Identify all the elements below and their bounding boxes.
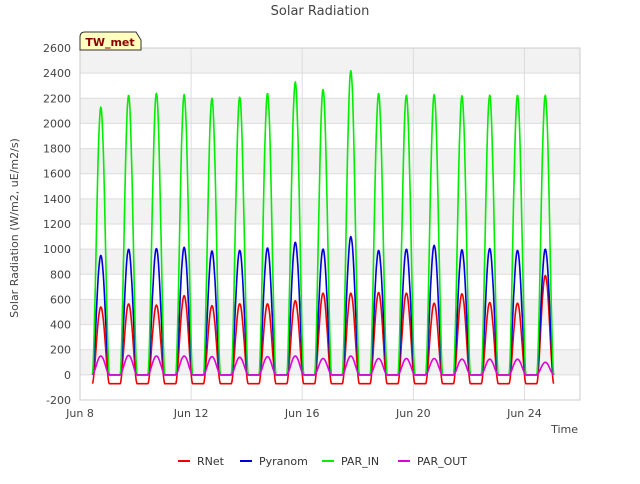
legend-item: Pyranom: [240, 455, 308, 468]
series-line-par-out: [91, 354, 555, 376]
y-tick-label: 1200: [43, 218, 71, 231]
plot-band: [80, 198, 580, 224]
y-tick-label: 800: [50, 268, 71, 281]
x-tick-label: Jun 20: [395, 407, 431, 420]
x-tick-label: Jun 24: [506, 407, 542, 420]
x-tick-label: Jun 16: [284, 407, 320, 420]
y-tick-label: 400: [50, 319, 71, 332]
chart-title: Solar Radiation: [271, 4, 370, 19]
y-axis-label: Solar Radiation (W/m2, uE/m2/s): [8, 138, 21, 318]
legend-item: PAR_OUT: [398, 455, 467, 468]
y-tick-label: 1600: [43, 168, 71, 181]
y-tick-label: 2400: [43, 67, 71, 80]
plot-background-bands: [80, 48, 580, 375]
series-line-rnet: [91, 274, 555, 385]
series-lines: [91, 69, 555, 385]
plot-band: [80, 249, 580, 275]
y-tick-label: 2200: [43, 92, 71, 105]
plot-frame: [79, 47, 581, 401]
plot-band: [80, 98, 580, 124]
x-tick-label: Jun 12: [173, 407, 209, 420]
y-tick-label: 1400: [43, 193, 71, 206]
y-tick-label: 200: [50, 344, 71, 357]
site-badge: TW_met: [79, 31, 142, 51]
y-tick-label: -200: [46, 394, 71, 407]
y-tick-label: 2600: [43, 42, 71, 55]
y-axis: -200 0 200 400 600 800 1000 1200 1400 1600 1800 200…: [43, 42, 71, 407]
legend-item: PAR_IN: [322, 455, 379, 468]
site-badge-label: TW_met: [85, 36, 134, 49]
plot-band: [80, 148, 580, 174]
legend-label: PAR_OUT: [417, 455, 467, 468]
legend-label: RNet: [197, 455, 225, 468]
y-tick-label: 0: [64, 369, 71, 382]
x-tick-label: Jun 8: [65, 407, 94, 420]
plot-band: [80, 48, 580, 74]
x-axis: Jun 8 Jun 12 Jun 16 Jun 20 Jun 24: [65, 407, 542, 420]
y-tick-label: 1000: [43, 243, 71, 256]
legend-item: RNet: [178, 455, 225, 468]
y-tick-label: 1800: [43, 143, 71, 156]
legend-label: Pyranom: [259, 455, 308, 468]
legend-label: PAR_IN: [341, 455, 379, 468]
y-tick-label: 2000: [43, 117, 71, 130]
y-tick-label: 600: [50, 293, 71, 306]
x-axis-label: Time: [550, 423, 578, 436]
legend: RNet Pyranom PAR_IN PAR_OUT: [178, 455, 467, 468]
